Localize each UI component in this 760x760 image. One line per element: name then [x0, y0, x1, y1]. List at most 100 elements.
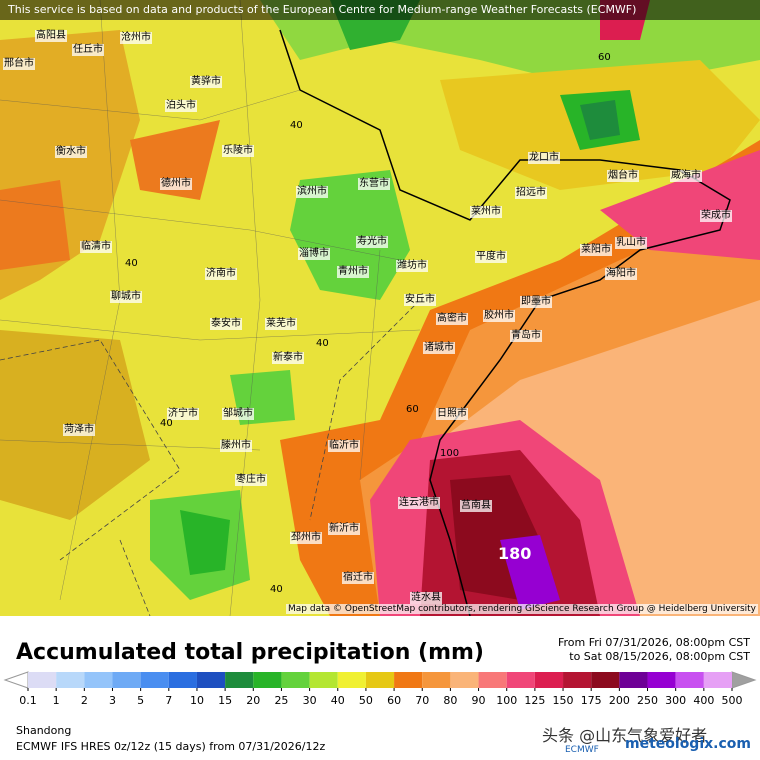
logo-sub: ECMWF — [565, 745, 599, 755]
city-label: 莱州市 — [470, 206, 502, 218]
watermark: 头条 @山东气象爱好者 — [542, 726, 708, 745]
contour-label: 40 — [160, 418, 173, 429]
city-label: 新泰市 — [272, 352, 304, 364]
colorbar-box — [28, 672, 57, 688]
city-label: 烟台市 — [607, 170, 639, 182]
city-label: 滕州市 — [220, 440, 252, 452]
contour-label: 40 — [125, 258, 138, 269]
city-label: 涟水县 — [410, 592, 442, 604]
colorbar-tick-label: 3 — [109, 694, 116, 707]
city-label: 东营市 — [358, 178, 390, 190]
city-label: 安丘市 — [404, 294, 436, 306]
colorbar-tick-label: 0.1 — [19, 694, 37, 707]
model-info: ECMWF IFS HRES 0z/12z (15 days) from 07/… — [16, 740, 326, 753]
city-label: 临清市 — [80, 241, 112, 253]
logo: meteologix.com — [625, 736, 751, 752]
city-label: 沧州市 — [120, 32, 152, 44]
contour-label: 40 — [316, 338, 329, 349]
colorbar-box — [450, 672, 479, 688]
city-label: 高密市 — [436, 313, 468, 325]
colorbar-box — [675, 672, 704, 688]
city-label: 潍坊市 — [396, 260, 428, 272]
colorbar-tick-label: 200 — [609, 694, 630, 707]
city-label: 寿光市 — [356, 236, 388, 248]
colorbar-box — [647, 672, 676, 688]
colorbar-tick-label: 100 — [496, 694, 517, 707]
colorbar-box — [563, 672, 592, 688]
city-label: 平度市 — [475, 251, 507, 263]
colorbar-tick-label: 15 — [218, 694, 232, 707]
city-label: 莱阳市 — [580, 244, 612, 256]
city-label: 乐陵市 — [222, 145, 254, 157]
to-time: to Sat 08/15/2026, 08:00pm CST — [569, 650, 750, 663]
from-time: From Fri 07/31/2026, 08:00pm CST — [557, 636, 750, 649]
under-arrow — [3, 671, 29, 689]
city-label: 淄博市 — [298, 248, 330, 260]
colorbar-box — [591, 672, 620, 688]
city-label: 邹城市 — [222, 408, 254, 420]
colorbar-tick-label: 80 — [443, 694, 457, 707]
city-label: 黄骅市 — [190, 76, 222, 88]
contour-label: 100 — [440, 448, 460, 459]
colorbar-tick-label: 175 — [581, 694, 602, 707]
colorbar-tick-label: 125 — [524, 694, 545, 707]
colorbar-box — [365, 672, 395, 688]
city-label: 连云港市 — [398, 497, 440, 509]
colorbar-tick-label: 150 — [553, 694, 574, 707]
title: Accumulated total precipitation (mm) — [16, 640, 484, 665]
contour-label: 180 — [498, 544, 532, 563]
attribution: Map data © OpenStreetMap contributors, r… — [286, 604, 758, 614]
city-label: 菏泽市 — [63, 424, 95, 436]
city-label: 青州市 — [337, 266, 369, 278]
colorbar-box — [309, 672, 338, 688]
city-label: 德州市 — [160, 178, 192, 190]
city-label: 新沂市 — [328, 523, 360, 535]
city-label: 滨州市 — [296, 186, 328, 198]
colorbar-tick-label: 2 — [81, 694, 88, 707]
city-label: 日照市 — [436, 408, 468, 420]
colorbar-box — [506, 672, 535, 688]
city-label: 诸城市 — [423, 342, 455, 354]
contour-label: 60 — [598, 52, 611, 63]
colorbar-box — [619, 672, 648, 688]
colorbar-tick-label: 10 — [190, 694, 204, 707]
colorbar-tick-label: 90 — [472, 694, 486, 707]
contour-label: 40 — [290, 120, 303, 131]
city-label: 龙口市 — [528, 152, 560, 164]
colorbar-box — [703, 672, 732, 688]
city-label: 荣成市 — [700, 210, 732, 222]
city-label: 威海市 — [670, 170, 702, 182]
colorbar-box — [281, 672, 310, 688]
city-label: 枣庄市 — [235, 474, 267, 486]
city-label: 邳州市 — [290, 532, 322, 544]
notice: This service is based on data and produc… — [0, 0, 760, 20]
colorbar-tick-label: 7 — [165, 694, 172, 707]
over-arrow — [731, 671, 757, 689]
city-label: 宿迁市 — [342, 572, 374, 584]
city-label: 莱芜市 — [265, 318, 297, 330]
colorbar-box — [478, 672, 507, 688]
city-label: 泊头市 — [165, 100, 197, 112]
colorbar: 0.1 1 2 3 5 7 10 15 20 25 30 40 50 60 70 80 90 100 125 150 1… — [3, 671, 757, 707]
colorbar-box — [422, 672, 451, 688]
colorbar-tick-label: 60 — [387, 694, 401, 707]
contour-label: 60 — [406, 404, 419, 415]
colorbar-box — [394, 672, 423, 688]
contour-label: 40 — [270, 584, 283, 595]
colorbar-tick-label: 5 — [137, 694, 144, 707]
city-label: 即墨市 — [520, 296, 552, 308]
city-label: 聊城市 — [110, 291, 142, 303]
colorbar-tick-label: 1 — [53, 694, 60, 707]
colorbar-tick-label: 40 — [331, 694, 345, 707]
city-label: 邢台市 — [3, 58, 35, 70]
city-label: 胶州市 — [483, 310, 515, 322]
colorbar-tick-label: 20 — [246, 694, 260, 707]
colorbar-tick-label: 70 — [415, 694, 429, 707]
city-label: 招远市 — [515, 187, 547, 199]
colorbar-box — [56, 672, 85, 688]
colorbar-tick-label: 250 — [637, 694, 658, 707]
colorbar-tick-label: 30 — [303, 694, 317, 707]
colorbar-box — [168, 672, 197, 688]
city-label: 衡水市 — [55, 146, 87, 158]
